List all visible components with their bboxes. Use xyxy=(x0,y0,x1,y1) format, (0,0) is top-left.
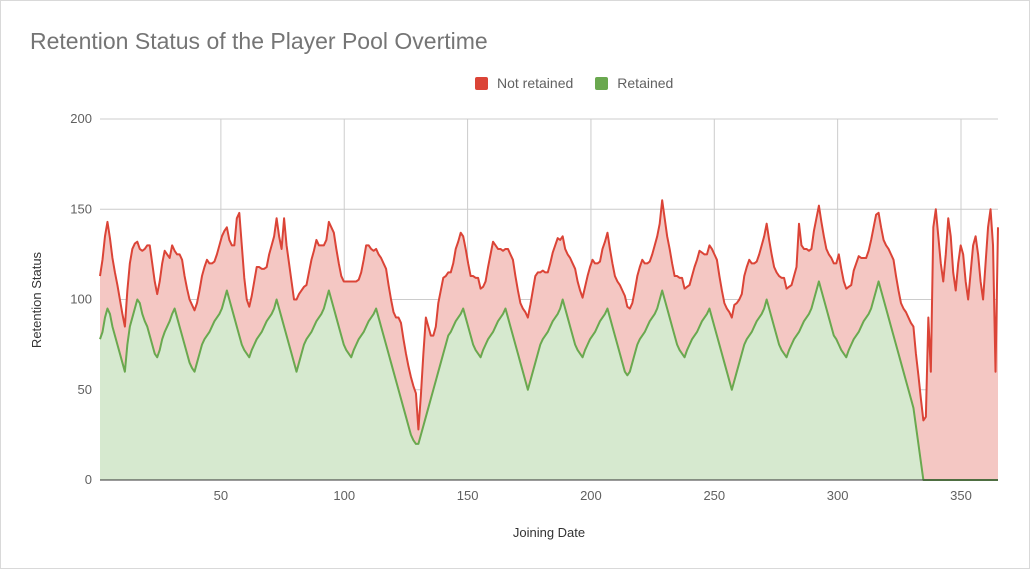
y-tick-label: 100 xyxy=(70,292,92,307)
area-retained xyxy=(100,281,998,480)
legend: Not retained Retained xyxy=(475,75,695,91)
x-tick-label: 200 xyxy=(580,488,602,503)
series-lines xyxy=(99,199,999,481)
x-tick-label: 350 xyxy=(950,488,972,503)
x-tick-label: 50 xyxy=(214,488,228,503)
area-not-retained xyxy=(100,200,998,480)
legend-swatch-not-retained xyxy=(475,76,488,90)
y-tick-label: 0 xyxy=(85,472,92,487)
x-tick-label: 300 xyxy=(827,488,849,503)
legend-item-retained[interactable]: Retained xyxy=(595,75,673,91)
area-layers xyxy=(100,200,998,480)
chart-title: Retention Status of the Player Pool Over… xyxy=(30,28,488,54)
line-retained xyxy=(99,280,998,481)
y-tick-label: 150 xyxy=(70,201,92,216)
x-tick-label: 250 xyxy=(703,488,725,503)
legend-item-not-retained[interactable]: Not retained xyxy=(475,75,573,91)
x-tick-label: 100 xyxy=(333,488,355,503)
x-tick-labels: 50 100 150 200 250 300 350 xyxy=(214,488,972,503)
y-tick-labels: 0 50 100 150 200 xyxy=(70,111,92,487)
y-tick-label: 200 xyxy=(70,111,92,126)
x-axis-label: Joining Date xyxy=(513,525,585,540)
legend-label-retained: Retained xyxy=(617,75,674,91)
legend-label-not-retained: Not retained xyxy=(497,75,574,91)
legend-swatch-retained xyxy=(595,76,609,90)
y-tick-label: 50 xyxy=(78,382,92,397)
x-tick-label: 150 xyxy=(457,488,479,503)
y-axis-label: Retention Status xyxy=(29,251,44,348)
line-not-retained xyxy=(99,199,999,431)
